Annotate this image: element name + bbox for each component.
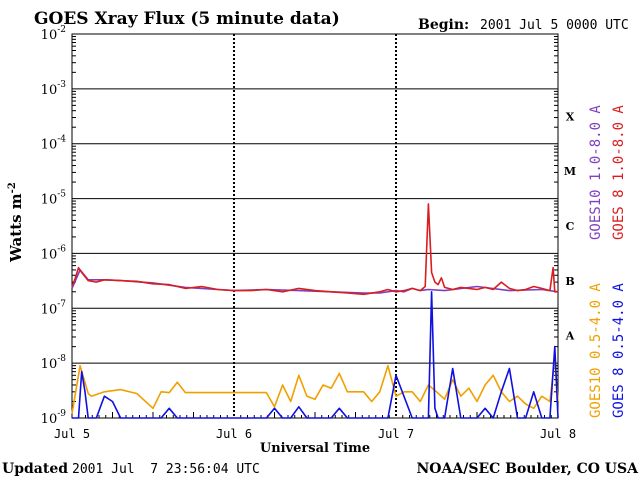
legend-entry-0: GOES10 1.0-8.0 A [588, 105, 604, 240]
y-tick-exponent: -4 [57, 135, 66, 145]
y-tick-label: 10-7 [41, 299, 67, 317]
begin-value: 2001 Jul 5 0000 UTC [480, 18, 629, 33]
y-tick-label: 10-5 [41, 190, 67, 208]
y-tick-label: 10-3 [41, 80, 67, 98]
begin-label: Begin: [418, 17, 469, 33]
y-tick-label: 10-6 [41, 244, 67, 262]
flare-class-a: A [565, 330, 575, 343]
series-line-0 [71, 269, 559, 294]
y-tick-exponent: -6 [57, 244, 66, 254]
x-axis-ticks: Jul 5 Jul 6 Jul 7 Jul 8 [54, 412, 576, 441]
y-tick-base: 10 [41, 138, 58, 153]
y-tick-label: 10-9 [41, 409, 67, 427]
y-tick-exponent: -5 [57, 190, 66, 200]
y-tick-base: 10 [41, 83, 58, 98]
x-tick-label: Jul 6 [216, 427, 252, 441]
y-tick-base: 10 [41, 193, 58, 208]
x-axis-label: Universal Time [260, 441, 370, 456]
y-axis-ticks: 10-210-310-410-510-610-710-810-9 [41, 25, 558, 427]
updated-label: Updated [2, 461, 68, 477]
legend-entry-1: GOES 8 1.0-8.0 A [611, 105, 627, 240]
y-axis-label-superscript: -2 [7, 182, 18, 193]
x-tick-label: Jul 5 [54, 427, 90, 441]
legend-entry-3: GOES 8 0.5-4.0 A [611, 283, 627, 418]
flare-class-b: B [565, 275, 574, 288]
y-tick-label: 10-2 [41, 25, 66, 43]
series-line-3 [72, 290, 559, 419]
y-tick-base: 10 [41, 357, 58, 372]
flare-class-x: X [566, 110, 575, 123]
y-tick-label: 10-8 [41, 354, 67, 372]
y-axis-label-text: Watts m [7, 193, 25, 263]
x-tick-label: Jul 8 [540, 427, 576, 441]
series-line-1 [71, 203, 558, 296]
legend: GOES10 1.0-8.0 A GOES 8 1.0-8.0 A GOES10 0… [588, 105, 627, 418]
flare-class-c: C [566, 220, 575, 233]
y-tick-base: 10 [41, 412, 58, 427]
y-tick-exponent: -2 [57, 25, 66, 35]
series-lines [71, 203, 559, 419]
y-tick-exponent: -9 [57, 409, 66, 419]
x-tick-label: Jul 7 [378, 427, 414, 441]
y-tick-exponent: -7 [57, 299, 66, 309]
source-credit: NOAA/SEC Boulder, CO USA [417, 461, 640, 477]
updated-value: 2001 Jul 7 23:56:04 UTC [72, 462, 260, 477]
y-axis-label: Watts m-2 [7, 182, 25, 263]
y-tick-base: 10 [41, 302, 58, 317]
grid-lines [72, 34, 558, 418]
flare-class-labels: X M C B A [564, 110, 576, 342]
plot-frame [71, 33, 559, 419]
series-line-2 [71, 357, 559, 414]
y-tick-exponent: -8 [57, 354, 66, 364]
y-tick-exponent: -3 [57, 80, 66, 90]
y-tick-label: 10-4 [41, 135, 67, 153]
chart-title: GOES Xray Flux (5 minute data) [34, 9, 340, 29]
flare-class-m: M [564, 165, 576, 178]
y-tick-base: 10 [41, 247, 58, 262]
legend-entry-2: GOES10 0.5-4.0 A [588, 283, 604, 418]
y-tick-base: 10 [41, 28, 58, 43]
